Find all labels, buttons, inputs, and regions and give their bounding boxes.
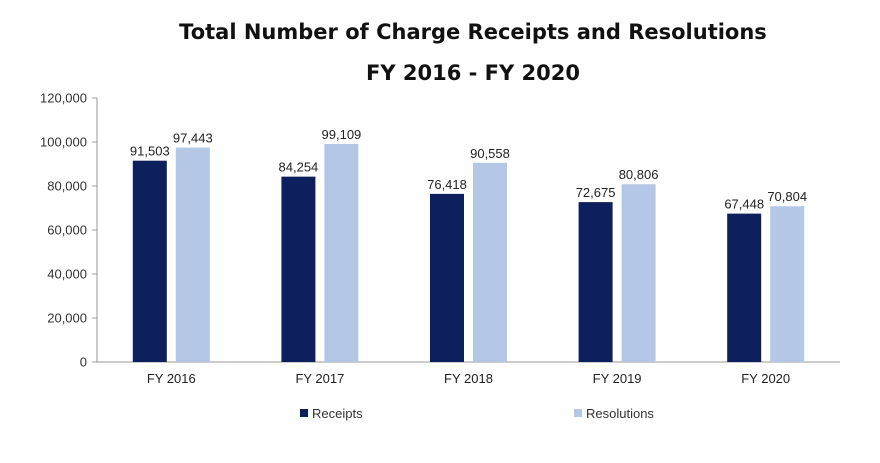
legend: Receipts Resolutions bbox=[300, 406, 654, 421]
data-label: 84,254 bbox=[279, 160, 319, 175]
x-tick-label: FY 2017 bbox=[295, 371, 344, 386]
bar-receipts bbox=[132, 160, 167, 362]
y-tick-label: 40,000 bbox=[47, 267, 87, 282]
bar-resolutions bbox=[324, 143, 359, 362]
data-label: 91,503 bbox=[130, 144, 170, 159]
bar-receipts bbox=[281, 176, 316, 362]
y-tick-label: 80,000 bbox=[47, 179, 87, 194]
data-label: 97,443 bbox=[173, 131, 213, 146]
bar-resolutions bbox=[770, 206, 805, 362]
bar-receipts bbox=[578, 202, 613, 362]
y-tick-label: 60,000 bbox=[47, 223, 87, 238]
data-label: 80,806 bbox=[619, 167, 659, 182]
legend-label-resolutions: Resolutions bbox=[586, 406, 654, 421]
y-tick-label: 0 bbox=[80, 355, 87, 370]
x-tick-label: FY 2019 bbox=[593, 371, 642, 386]
bar-resolutions bbox=[621, 184, 656, 362]
bar-receipts bbox=[430, 193, 464, 362]
legend-label-receipts: Receipts bbox=[312, 406, 363, 421]
legend-swatch-resolutions bbox=[574, 409, 582, 417]
x-tick-label: FY 2018 bbox=[444, 371, 493, 386]
data-label: 90,558 bbox=[470, 146, 510, 161]
bar-receipts bbox=[727, 213, 762, 362]
bar-resolutions bbox=[473, 162, 507, 362]
chart-title: Total Number of Charge Receipts and Reso… bbox=[179, 20, 767, 44]
legend-swatch-receipts bbox=[300, 409, 308, 417]
y-tick-label: 20,000 bbox=[47, 311, 87, 326]
data-label: 76,418 bbox=[427, 177, 467, 192]
data-label: 67,448 bbox=[724, 197, 764, 212]
x-tick-label: FY 2020 bbox=[741, 371, 790, 386]
y-axis: 0 20,000 40,000 60,000 80,000 100,000 120,000 bbox=[40, 91, 98, 370]
x-axis: FY 2016 FY 2017 FY 2018 FY 2019 FY 2020 bbox=[97, 361, 840, 386]
data-label: 70,804 bbox=[767, 189, 807, 204]
y-tick-label: 100,000 bbox=[40, 135, 87, 150]
y-tick-label: 120,000 bbox=[40, 91, 87, 106]
data-label: 99,109 bbox=[322, 127, 362, 142]
data-label: 72,675 bbox=[576, 185, 616, 200]
chart-subtitle: FY 2016 - FY 2020 bbox=[366, 61, 580, 85]
bar-resolutions bbox=[175, 147, 210, 362]
x-tick-label: FY 2016 bbox=[147, 371, 196, 386]
